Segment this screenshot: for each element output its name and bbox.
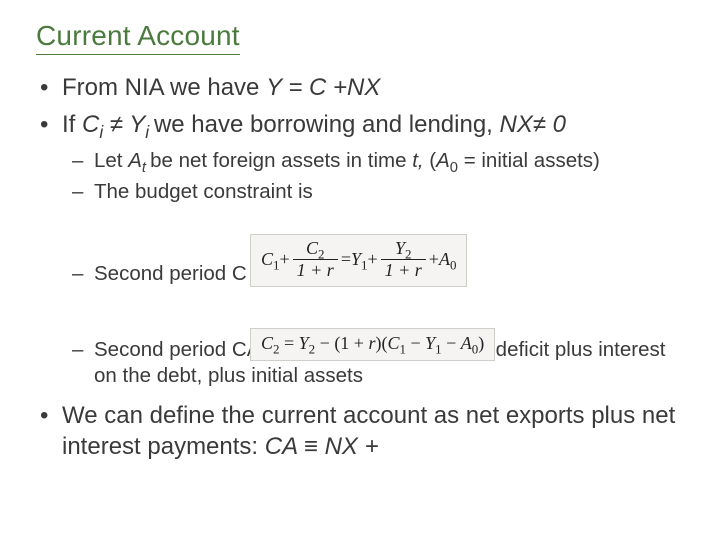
- bullet-3: We can define the current account as net…: [36, 401, 684, 462]
- b2-nx: NX: [500, 111, 533, 138]
- eq1-y2: Y: [395, 238, 405, 258]
- s1-d: = initial assets): [458, 149, 600, 172]
- b2-neq: ≠: [103, 111, 129, 138]
- b1-text: From NIA we have: [62, 74, 266, 101]
- eq2-c1: C: [387, 333, 399, 353]
- s1-b: be net foreign assets in time: [150, 149, 412, 172]
- eq2-open: (1 +: [334, 333, 368, 353]
- eq2-eq: =: [280, 333, 299, 353]
- eq2-min3: −: [442, 333, 461, 353]
- eq1-plus3: +: [429, 249, 439, 270]
- eq2-end: ): [478, 333, 484, 353]
- b2-end: ≠ 0: [533, 111, 566, 138]
- eq1-y1: Y: [351, 249, 361, 269]
- eq2-a0: A: [461, 333, 472, 353]
- equation-box-2: C2 = Y2 − (1 + r)(C1 − Y1 − A0): [250, 328, 495, 361]
- eq1-plus2: +: [367, 249, 377, 270]
- sub-1: Let At be net foreign assets in time t, …: [62, 148, 684, 174]
- slide-title: Current Account: [36, 20, 240, 55]
- equation-box-1: C1 + C21 + r = Y1 + Y21 + r + A0: [250, 234, 467, 287]
- b1-eq: Y = C +NX: [266, 74, 380, 101]
- s1-atsub: t: [142, 161, 150, 177]
- s1-a0sub: 0: [450, 161, 458, 177]
- eq2-min2: −: [406, 333, 425, 353]
- eq1-frac2: Y21 + r: [381, 239, 426, 280]
- b2-yi: Y: [129, 111, 145, 138]
- slide: Current Account From NIA we have Y = C +…: [0, 0, 720, 540]
- eq1-plus1: +: [280, 249, 290, 270]
- eq2-y1: Y: [425, 333, 435, 353]
- bullet-1: From NIA we have Y = C +NX: [36, 73, 684, 104]
- eq1-eq: =: [341, 249, 351, 270]
- s1-t: t,: [412, 149, 429, 172]
- eq2-y2: Y: [299, 333, 309, 353]
- eq1-a0s: 0: [450, 257, 456, 272]
- eq1-den1: 1 + r: [293, 260, 338, 280]
- s3-text: Second period C is: [94, 262, 267, 285]
- s2-text: The budget constraint is: [94, 180, 313, 203]
- eq1-frac1: C21 + r: [293, 239, 338, 280]
- s1-a0: A: [436, 149, 450, 172]
- eq1-c1: C: [261, 249, 273, 269]
- s1-a: Let: [94, 149, 128, 172]
- eq1-c2: C: [306, 238, 318, 258]
- b3-eq: CA ≡ NX +: [265, 433, 379, 460]
- b2-yisub: i: [145, 122, 154, 142]
- s1-at: A: [128, 149, 142, 172]
- eq2-c2: C: [261, 333, 273, 353]
- b2-if: If: [62, 111, 82, 138]
- eq1-den2: 1 + r: [381, 260, 426, 280]
- b2-ci: C: [82, 111, 99, 138]
- eq2-min1: −: [315, 333, 334, 353]
- b2-mid: we have borrowing and lending,: [154, 111, 500, 138]
- eq2-close: )(: [375, 333, 387, 353]
- eq1-a0: A: [439, 249, 450, 269]
